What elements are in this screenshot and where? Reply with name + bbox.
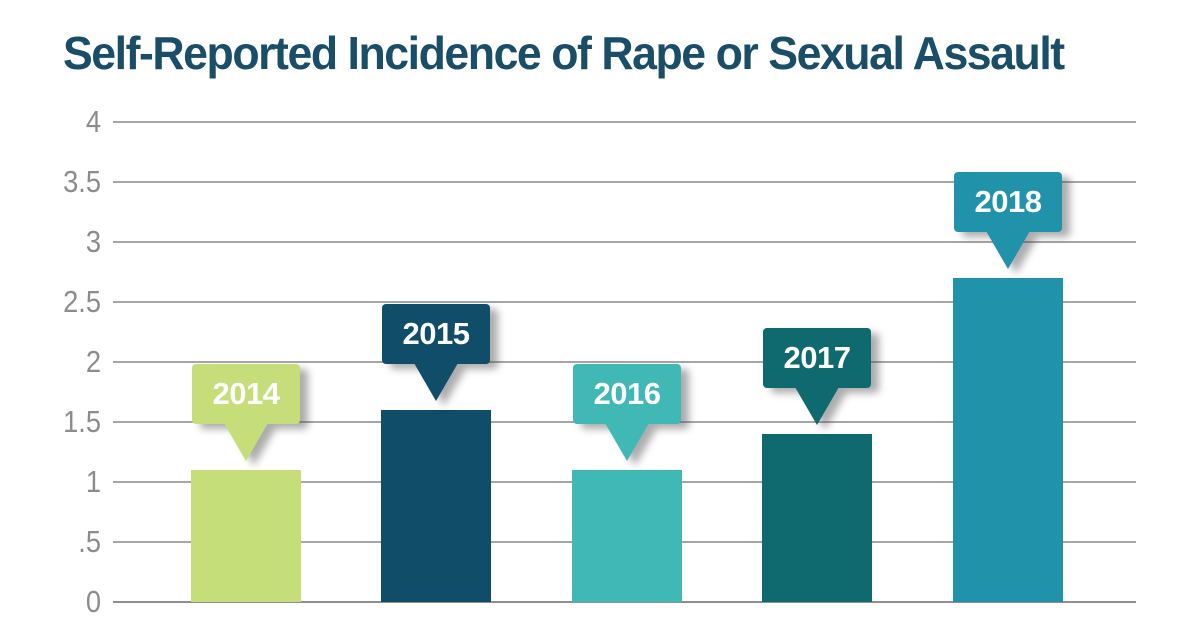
bar-2018 [953, 278, 1063, 602]
y-tick-label: 3 [85, 224, 101, 259]
x-axis-baseline [113, 601, 1136, 603]
gridline [113, 301, 1136, 303]
chart-title: Self-Reported Incidence of Rape or Sexua… [63, 27, 1065, 79]
y-tick-label: 2.5 [63, 284, 101, 319]
year-callout-2017: 2017 [763, 328, 871, 425]
y-tick-label: .5 [78, 524, 101, 559]
year-callout-2014: 2014 [192, 364, 300, 461]
gridline [113, 181, 1136, 183]
year-callout-2018: 2018 [954, 172, 1062, 269]
bar-2014 [191, 470, 301, 602]
callout-year-label: 2017 [783, 340, 851, 375]
callout-year-label: 2016 [593, 376, 661, 411]
bar-2016 [572, 470, 682, 602]
callout-year-label: 2018 [974, 184, 1042, 219]
callout-pointer [986, 231, 1030, 269]
y-tick-label: 4 [85, 104, 101, 139]
gridline [113, 241, 1136, 243]
year-callout-2016: 2016 [573, 364, 681, 461]
y-tick-label: 1.5 [63, 404, 101, 439]
y-tick-label: 1 [85, 464, 101, 499]
gridline [113, 121, 1136, 123]
callout-pointer [414, 363, 458, 401]
callout-pointer [795, 387, 839, 425]
bar-2017 [762, 434, 872, 602]
callout-year-label: 2014 [212, 376, 280, 411]
y-tick-label: 2 [85, 344, 101, 379]
year-callout-2015: 2015 [382, 304, 490, 401]
bar-2015 [381, 410, 491, 602]
y-tick-label: 0 [85, 584, 101, 619]
callout-pointer [224, 423, 268, 461]
callout-year-label: 2015 [402, 316, 470, 351]
gridline [113, 361, 1136, 363]
callout-pointer [605, 423, 649, 461]
y-tick-label: 3.5 [63, 164, 101, 199]
